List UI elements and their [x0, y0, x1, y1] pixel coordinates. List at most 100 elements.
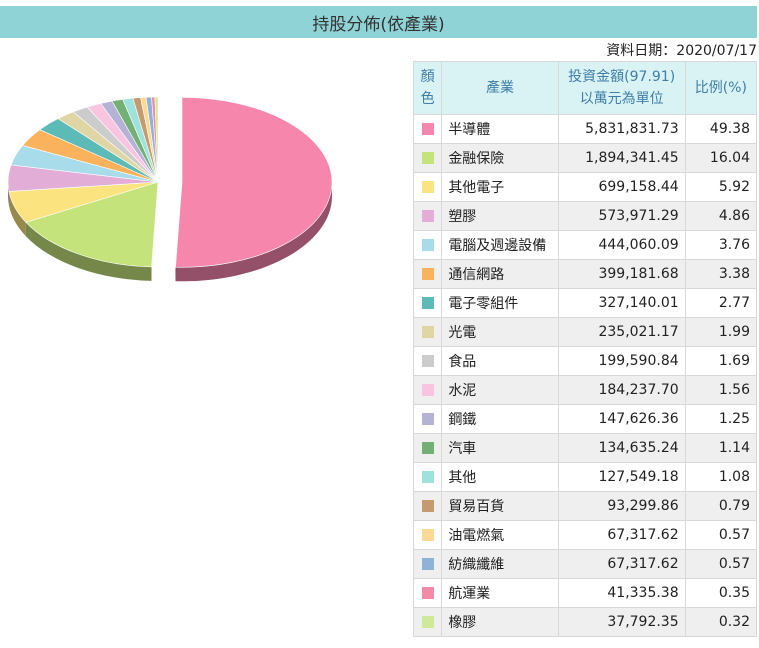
color-swatch	[421, 384, 434, 396]
color-cell	[412, 462, 443, 492]
table-row: 電子零組件 327,140.01 2.77	[412, 288, 758, 318]
table-row: 金融保險 1,894,341.45 16.04	[412, 143, 758, 173]
percent-cell: 4.86	[684, 201, 758, 231]
color-cell	[412, 172, 443, 202]
color-swatch	[421, 268, 434, 280]
color-swatch	[421, 587, 434, 599]
table-row: 鋼鐵 147,626.36 1.25	[412, 404, 758, 434]
color-swatch	[421, 239, 434, 251]
color-cell	[412, 317, 443, 347]
data-date: 資料日期：2020/07/17	[606, 43, 757, 59]
amount-cell: 67,317.62	[557, 520, 686, 550]
table-row: 通信網路 399,181.68 3.38	[412, 259, 758, 289]
industry-cell: 電子零組件	[441, 288, 559, 318]
color-cell	[412, 549, 443, 579]
amount-cell: 199,590.84	[557, 346, 686, 376]
industry-cell: 橡膠	[441, 607, 559, 637]
color-cell	[412, 433, 443, 463]
pie-slice: 橡膠 0.32	[154, 96, 159, 183]
color-swatch	[421, 355, 434, 367]
percent-cell: 0.57	[684, 549, 758, 579]
percent-cell: 49.38	[684, 114, 758, 144]
amount-cell: 93,299.86	[557, 491, 686, 521]
color-cell	[412, 578, 443, 608]
color-swatch	[421, 181, 434, 193]
amount-cell: 67,317.62	[557, 549, 686, 579]
percent-cell: 0.35	[684, 578, 758, 608]
color-swatch	[421, 558, 434, 570]
pie-slice-side	[175, 182, 332, 282]
header-industry: 產業	[441, 61, 559, 115]
pie-slice-side	[8, 191, 26, 237]
color-cell	[412, 375, 443, 405]
color-swatch	[421, 500, 434, 512]
color-swatch	[421, 413, 434, 425]
industry-cell: 水泥	[441, 375, 559, 405]
amount-cell: 235,021.17	[557, 317, 686, 347]
color-cell	[412, 259, 443, 289]
header-amount-line1: 投資金額(97.91)	[568, 69, 676, 85]
amount-cell: 327,140.01	[557, 288, 686, 318]
industry-cell: 通信網路	[441, 259, 559, 289]
percent-cell: 1.25	[684, 404, 758, 434]
color-cell	[412, 491, 443, 521]
pie-slice: 金融保險 16.04	[25, 181, 159, 268]
color-swatch	[421, 529, 434, 541]
color-swatch	[421, 442, 434, 454]
industry-cell: 塑膠	[441, 201, 559, 231]
color-swatch	[421, 471, 434, 483]
table-row: 水泥 184,237.70 1.56	[412, 375, 758, 405]
amount-cell: 184,237.70	[557, 375, 686, 405]
header-color: 顏色	[412, 61, 443, 115]
color-cell	[412, 346, 443, 376]
table-row: 紡織纖維 67,317.62 0.57	[412, 549, 758, 579]
industry-cell: 航運業	[441, 578, 559, 608]
pie-slice: 半導體 49.38	[175, 96, 333, 268]
percent-cell: 3.38	[684, 259, 758, 289]
percent-cell: 2.77	[684, 288, 758, 318]
table-row: 電腦及週邊設備 444,060.09 3.76	[412, 230, 758, 260]
amount-cell: 399,181.68	[557, 259, 686, 289]
industry-cell: 其他電子	[441, 172, 559, 202]
percent-cell: 1.08	[684, 462, 758, 492]
percent-cell: 1.14	[684, 433, 758, 463]
percent-cell: 5.92	[684, 172, 758, 202]
table-body: 半導體 5,831,831.73 49.38 金融保險 1,894,341.45 16.0…	[412, 114, 758, 637]
industry-cell: 光電	[441, 317, 559, 347]
amount-cell: 147,626.36	[557, 404, 686, 434]
table-row: 橡膠 37,792.35 0.32	[412, 607, 758, 637]
amount-cell: 444,060.09	[557, 230, 686, 260]
percent-cell: 0.79	[684, 491, 758, 521]
color-cell	[412, 230, 443, 260]
amount-cell: 1,894,341.45	[557, 143, 686, 173]
table-row: 其他電子 699,158.44 5.92	[412, 172, 758, 202]
table-row: 塑膠 573,971.29 4.86	[412, 201, 758, 231]
color-swatch	[421, 152, 434, 164]
color-swatch	[421, 616, 434, 628]
table-row: 光電 235,021.17 1.99	[412, 317, 758, 347]
table-row: 半導體 5,831,831.73 49.38	[412, 114, 758, 144]
color-cell	[412, 607, 443, 637]
amount-cell: 41,335.38	[557, 578, 686, 608]
percent-cell: 1.56	[684, 375, 758, 405]
industry-cell: 電腦及週邊設備	[441, 230, 559, 260]
header-amount-line2: 以萬元為單位	[579, 91, 664, 107]
amount-cell: 134,635.24	[557, 433, 686, 463]
table-row: 貿易百貨 93,299.86 0.79	[412, 491, 758, 521]
table-row: 油電燃氣 67,317.62 0.57	[412, 520, 758, 550]
color-swatch	[421, 123, 434, 135]
table-header-row: 顏色 產業 投資金額(97.91) 以萬元為單位 比例(%)	[412, 61, 758, 115]
amount-cell: 37,792.35	[557, 607, 686, 637]
header-amount: 投資金額(97.91) 以萬元為單位	[557, 61, 686, 115]
table-row: 汽車 134,635.24 1.14	[412, 433, 758, 463]
color-cell	[412, 201, 443, 231]
header-percent: 比例(%)	[684, 61, 758, 115]
percent-cell: 1.99	[684, 317, 758, 347]
amount-cell: 127,549.18	[557, 462, 686, 492]
percent-cell: 0.32	[684, 607, 758, 637]
color-swatch	[421, 297, 434, 309]
color-cell	[412, 114, 443, 144]
industry-table: 顏色 產業 投資金額(97.91) 以萬元為單位 比例(%) 半導體 5,831,…	[412, 61, 758, 637]
industry-cell: 鋼鐵	[441, 404, 559, 434]
